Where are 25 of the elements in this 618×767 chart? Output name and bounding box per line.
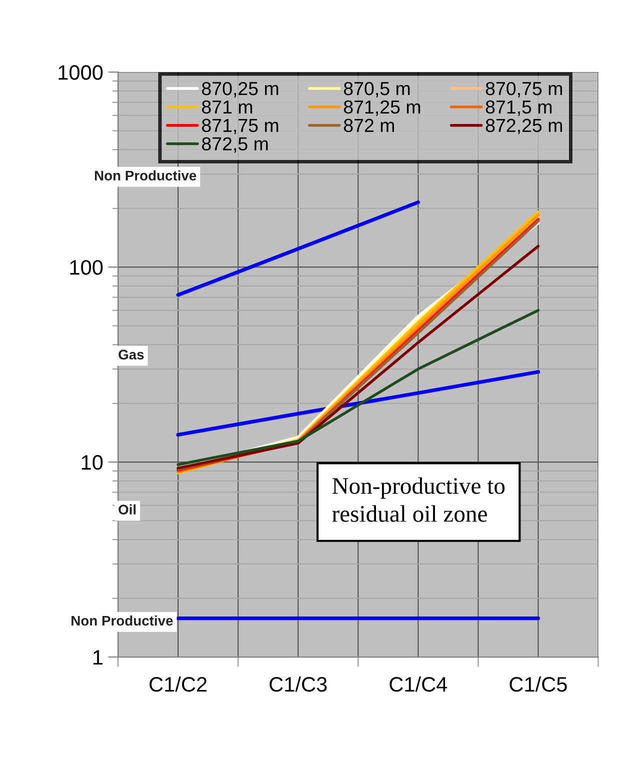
legend-label: 871,25 m (344, 100, 420, 116)
annotation: Non-productive to residual oil zone (332, 477, 505, 522)
x-tick-label: C1/C3 (270, 676, 327, 692)
y-tick-label: 100 (70, 260, 103, 275)
x-tick-label: C1/C4 (390, 676, 448, 692)
x-tick-label: C1/C2 (150, 676, 207, 692)
annotation: Gas (118, 350, 144, 360)
legend-label: 870,5 m (344, 82, 410, 98)
legend-label: 871,5 m (486, 100, 552, 116)
legend-label: 872 m (344, 118, 394, 132)
annotation: Oil (118, 504, 136, 515)
legend-label: 871,75 m (202, 118, 278, 134)
legend-label: 872,5 m (202, 137, 268, 153)
legend-label: 872,25 m (486, 118, 562, 134)
annotation: Non Productive (94, 170, 196, 181)
x-tick-label: C1/C5 (510, 676, 567, 692)
line-series (176, 370, 540, 437)
y-tick-label: 1000 (58, 65, 103, 80)
legend-label: 871 m (202, 100, 252, 114)
y-tick-label: 1 (93, 650, 102, 665)
line-series (176, 308, 540, 466)
annotation: Non Productive (72, 615, 173, 626)
legend-label: 870,25 m (202, 82, 278, 98)
legend-label: 870,75 m (486, 82, 562, 98)
y-tick-label: 10 (82, 455, 103, 470)
